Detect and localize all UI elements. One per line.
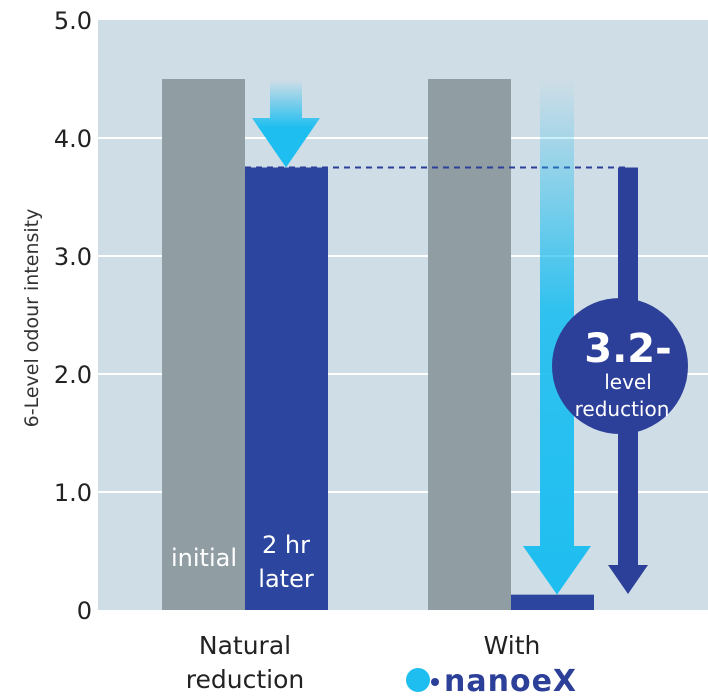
y-axis-ticks: 0 1.0 2.0 3.0 4.0 5.0 xyxy=(54,7,92,625)
reduction-value: 3.2- xyxy=(584,326,671,372)
reduction-badge xyxy=(552,298,688,434)
bar-natural-2hr-later xyxy=(245,167,328,610)
nanoex-logo-dot xyxy=(431,678,439,686)
y-axis-label: 6-Level odour intensity xyxy=(21,209,43,428)
nanoex-reduction-arrow xyxy=(523,79,591,595)
reduction-label-line1: level xyxy=(604,370,652,394)
y-tick-label: 3.0 xyxy=(54,243,92,271)
y-tick-label: 4.0 xyxy=(54,125,92,153)
y-tick-label: 1.0 xyxy=(54,479,92,507)
bar-label-later-line1: 2 hr xyxy=(262,531,310,559)
category-label-natural-line1: Natural xyxy=(199,631,291,660)
bar-nanoex-2hr-later xyxy=(511,594,594,610)
nanoex-logo-mark xyxy=(406,668,430,692)
natural-reduction-arrow xyxy=(252,80,320,168)
bar-label-initial: initial xyxy=(171,544,237,572)
category-label-natural-line2: reduction xyxy=(186,665,304,694)
reduction-label-line2: reduction xyxy=(575,397,670,421)
bar-label-later-line2: later xyxy=(258,565,314,593)
bars xyxy=(162,79,594,610)
bar-natural-initial xyxy=(162,79,245,610)
category-label-with: With xyxy=(484,631,541,660)
nanoex-logo-text: nanoeX xyxy=(444,664,577,697)
bar-nanoex-initial xyxy=(428,79,511,610)
nanoex-logo: nanoeX xyxy=(406,664,577,697)
y-tick-label: 0 xyxy=(77,597,92,625)
y-tick-label: 2.0 xyxy=(54,361,92,389)
y-tick-label: 5.0 xyxy=(54,7,92,35)
